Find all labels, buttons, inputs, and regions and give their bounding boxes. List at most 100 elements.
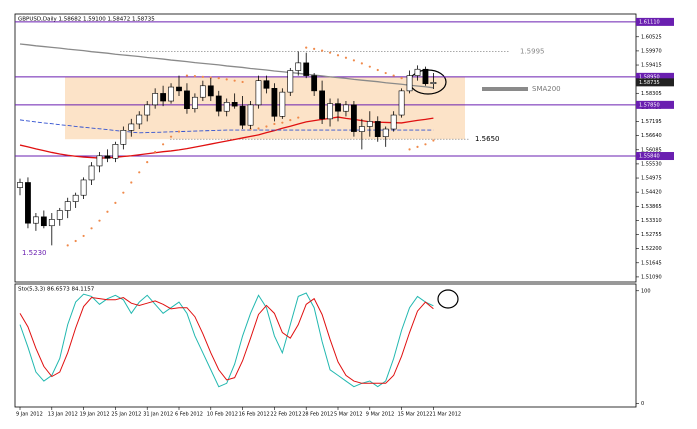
sar-dot	[169, 135, 173, 138]
candle-body	[343, 104, 349, 112]
level-label: 1.57850	[639, 102, 660, 108]
y-tick-label: 1.58305	[641, 91, 662, 97]
candle-body	[176, 86, 182, 92]
candle-body	[112, 144, 119, 159]
stoch-tick-label: 100	[641, 288, 651, 294]
sar-dot	[305, 46, 308, 49]
x-tick-label: 31 Jan 2012	[143, 412, 173, 418]
y-tick-label: 1.53865	[641, 204, 662, 210]
candle-body	[184, 90, 190, 109]
level-box	[636, 17, 674, 26]
candle-body	[303, 62, 310, 76]
y-tick-label: 1.59970	[641, 48, 662, 54]
sar-dot	[416, 145, 419, 148]
candle-body	[199, 85, 206, 98]
y-tick-label: 1.56640	[641, 133, 662, 139]
candle-body	[144, 104, 151, 116]
y-tick-label: 1.56085	[641, 147, 662, 153]
candle-body	[350, 104, 357, 132]
stochastic-line	[19, 292, 434, 388]
y-tick-label: 1.52200	[641, 246, 662, 252]
sar-dot	[185, 74, 189, 77]
sar-dot	[432, 139, 435, 142]
sar-dot	[98, 219, 101, 222]
candle-body	[56, 210, 63, 220]
sar-dot	[122, 191, 125, 194]
candle-body	[398, 90, 405, 116]
candle-body	[247, 104, 254, 126]
candle-body	[390, 114, 397, 130]
candle-body	[271, 88, 278, 117]
candle-body	[335, 103, 341, 112]
sar-dot	[66, 244, 69, 247]
candle-body	[160, 93, 166, 102]
candle-body	[295, 62, 302, 71]
sar-dot	[384, 71, 387, 75]
x-tick-label: 9 Jan 2012	[16, 412, 43, 418]
candle-body	[120, 130, 127, 145]
annotation-label: 1.5995	[520, 47, 545, 55]
sar-dot	[281, 121, 284, 124]
candle-body	[104, 155, 111, 159]
sar-dot	[74, 239, 77, 243]
moving-average	[19, 116, 434, 159]
sar-dot	[146, 161, 149, 164]
candle-body	[319, 90, 325, 120]
x-tick-label: 25 Jan 2012	[111, 412, 141, 418]
sar-dot	[241, 80, 244, 84]
sar-dot	[368, 65, 371, 68]
candle-body	[80, 179, 87, 196]
candle-body	[358, 126, 365, 132]
candle-body	[311, 75, 318, 92]
x-tick-label: 9 Mar 2012	[366, 412, 395, 418]
candle-body	[40, 216, 47, 227]
stochastic-panel	[14, 283, 637, 408]
sar-dot	[289, 119, 292, 122]
sar-dot	[392, 74, 395, 77]
highlight-circle	[437, 289, 459, 309]
sar-dot	[209, 76, 212, 79]
sar-dot	[273, 122, 276, 126]
candle-body	[88, 165, 95, 181]
sar-dot	[130, 181, 133, 184]
level-label: 1.58950	[639, 74, 660, 80]
y-tick-label: 1.51645	[641, 260, 662, 266]
price-panel	[14, 13, 637, 283]
x-tick-label: 10 Feb 2012	[207, 412, 238, 418]
sar-dot	[265, 125, 268, 128]
stoch-tick-label: 0	[641, 401, 644, 407]
stochastic-label: Sto(5,3,3) 86.6573 84.1157	[18, 287, 95, 293]
y-tick-label: 1.54975	[641, 176, 662, 182]
x-tick-label: 21 Mar 2012	[429, 412, 461, 418]
y-tick-label: 1.60525	[641, 34, 662, 40]
x-tick-label: 6 Feb 2012	[175, 412, 203, 418]
candle-body	[406, 75, 413, 92]
candle-body	[72, 194, 79, 202]
candle-body	[263, 80, 270, 89]
candle-body	[287, 70, 294, 93]
annotation-label: 1.5650	[475, 135, 500, 143]
sar-dot	[336, 54, 340, 57]
x-tick-label: 15 Mar 2012	[398, 412, 430, 418]
annotation-label: 1.5230	[22, 249, 47, 257]
sar-dot	[352, 59, 355, 62]
candle-body	[25, 182, 31, 224]
sar-dot	[257, 127, 260, 130]
sar-dot	[114, 201, 117, 204]
last-price-box	[636, 78, 674, 87]
level-box	[636, 72, 674, 81]
sar-dot	[193, 75, 196, 78]
y-tick-label: 1.53310	[641, 218, 662, 224]
sar-dot	[201, 75, 204, 78]
candle-body	[128, 123, 135, 131]
level-label: 1.55840	[639, 154, 660, 160]
moving-average	[19, 43, 434, 89]
level-label: 1.61110	[639, 19, 660, 25]
chart-title: GBPUSD,Daily 1.58682 1.59100 1.58472 1.5…	[18, 17, 155, 23]
candle-body	[239, 105, 246, 126]
level-box	[636, 152, 674, 161]
candle-body	[168, 86, 174, 102]
candle-body	[327, 103, 333, 120]
sar-dot	[408, 148, 411, 151]
